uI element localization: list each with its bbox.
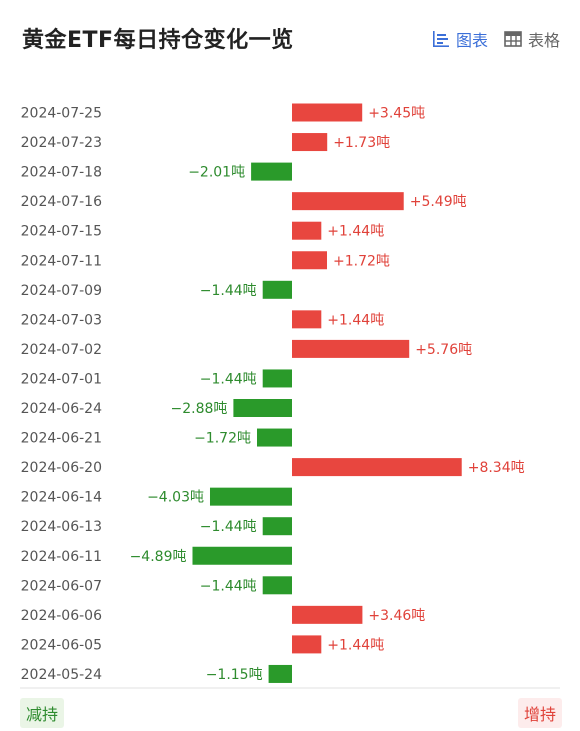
bar-value-label: −1.72吨: [194, 431, 251, 447]
bar-value-label: −2.88吨: [170, 401, 227, 417]
tab-chart-label: 图表: [455, 31, 488, 50]
bar: [251, 162, 292, 181]
bar-value-label: +5.49吨: [410, 194, 467, 210]
bar: [292, 192, 404, 211]
view-toggle: 图表 表格: [432, 27, 560, 51]
bar-chart: 2024-07-25 +3.45吨 2024-07-23 +1.73吨 2024-07-…: [20, 103, 560, 689]
reduce-label: 减持: [20, 698, 65, 728]
bar-value-label: −1.15吨: [206, 667, 263, 683]
category-label: 2024-06-06: [21, 608, 102, 624]
bar-value-label: +1.72吨: [333, 253, 390, 269]
category-label: 2024-07-01: [21, 371, 102, 387]
bar-value-label: +8.34吨: [468, 460, 525, 476]
bar: [192, 546, 292, 565]
bar: [209, 487, 292, 506]
bar-value-label: −4.03吨: [147, 490, 204, 506]
category-label: 2024-07-02: [21, 342, 102, 358]
bar-value-label: −1.44吨: [200, 283, 257, 299]
category-label: 2024-06-07: [21, 578, 102, 594]
category-label: 2024-07-09: [21, 283, 102, 299]
page-title: 黄金ETF每日持仓变化一览: [22, 28, 294, 53]
bar-value-label: −1.44吨: [200, 578, 257, 594]
bar: [262, 280, 292, 299]
bar: [292, 458, 462, 477]
category-label: 2024-06-21: [21, 431, 102, 447]
bar-value-label: +3.46吨: [368, 608, 425, 624]
bar: [292, 251, 328, 270]
bar-value-label: +1.44吨: [327, 312, 384, 328]
category-label: 2024-06-14: [21, 490, 102, 506]
bar: [292, 605, 363, 624]
bar: [292, 103, 363, 122]
bar: [268, 664, 292, 683]
bar-value-label: +1.44吨: [327, 224, 384, 240]
tab-chart[interactable]: 图表: [432, 27, 488, 51]
bar-value-label: −1.44吨: [200, 371, 257, 387]
bar: [233, 399, 292, 417]
table-icon: [504, 31, 522, 47]
category-label: 2024-06-20: [21, 460, 102, 476]
category-label: 2024-06-05: [21, 637, 102, 653]
bar-value-label: −4.89吨: [130, 549, 187, 565]
category-label: 2024-05-24: [21, 667, 102, 683]
category-label: 2024-07-15: [21, 224, 102, 240]
category-label: 2024-06-13: [21, 519, 102, 535]
bar: [292, 221, 322, 240]
tab-table[interactable]: 表格: [504, 27, 560, 51]
bar-value-label: −2.01吨: [188, 165, 245, 181]
bar: [292, 339, 410, 358]
bar: [262, 576, 292, 595]
bar: [292, 133, 328, 152]
bar: [292, 635, 322, 654]
bar: [262, 369, 292, 388]
bar: [262, 517, 292, 536]
category-label: 2024-06-11: [21, 549, 102, 565]
bar-value-label: +1.73吨: [333, 135, 390, 151]
category-label: 2024-07-23: [21, 135, 102, 151]
bar-value-label: +1.44吨: [327, 637, 384, 653]
category-label: 2024-07-16: [21, 194, 102, 210]
bar-value-label: +5.76吨: [415, 342, 472, 358]
tab-table-label: 表格: [527, 31, 560, 50]
increase-label: 增持: [517, 698, 562, 728]
category-label: 2024-07-03: [21, 312, 102, 328]
bar: [292, 310, 322, 329]
category-label: 2024-07-11: [21, 253, 102, 269]
category-label: 2024-06-24: [21, 401, 102, 417]
bar-value-label: −1.44吨: [200, 519, 257, 535]
bar: [256, 428, 292, 447]
header: 黄金ETF每日持仓变化一览 图表: [0, 0, 580, 80]
bar-chart-icon: [432, 30, 450, 48]
category-label: 2024-07-25: [21, 106, 102, 122]
bar-value-label: +3.45吨: [368, 106, 425, 122]
category-label: 2024-07-18: [21, 165, 102, 181]
